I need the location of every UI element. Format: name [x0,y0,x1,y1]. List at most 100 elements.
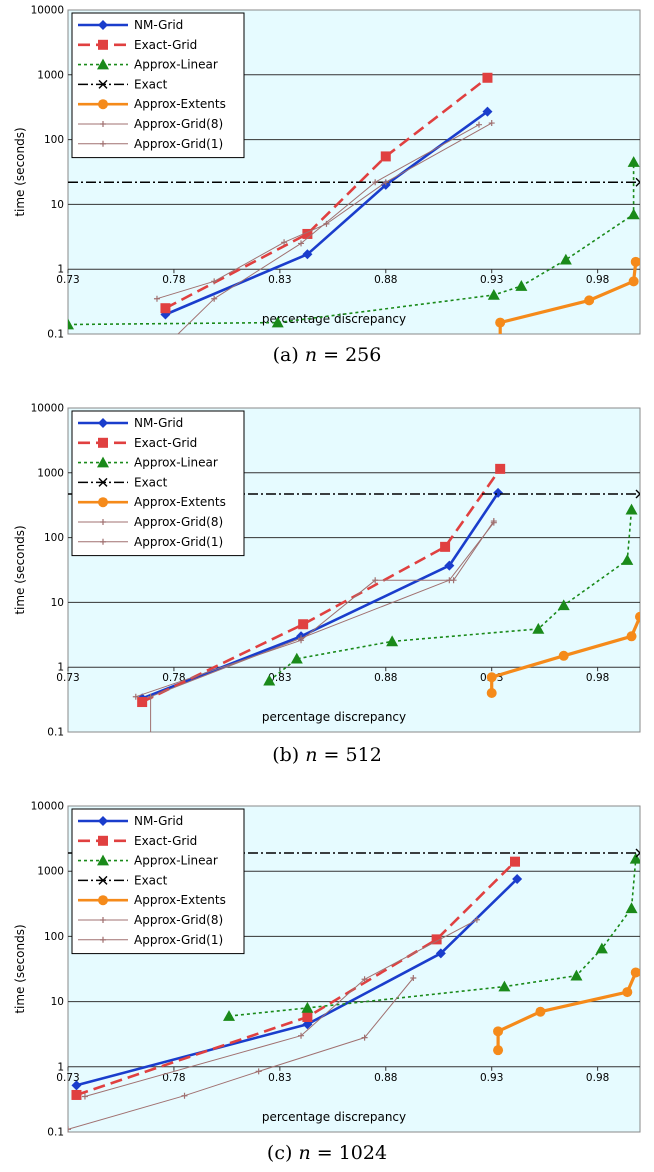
data-point-approx-grid-8 [372,577,379,584]
legend-marker-approx-grid-1 [100,538,106,545]
data-point-approx-linear [625,902,638,914]
legend-marker-exact [98,477,108,487]
data-point-approx-grid-1 [68,1126,71,1132]
x-tick-label: 0.73 [56,672,79,684]
y-tick-label: 10 [51,996,64,1008]
data-point-nm-grid [71,1080,82,1091]
data-point-approx-linear [487,288,500,300]
legend-marker-nm-grid [98,20,108,30]
data-point-nm-grid [482,106,493,117]
data-point-approx-linear [595,942,608,954]
y-tick-label: 1000 [37,69,64,81]
x-tick-label: 0.88 [374,274,397,286]
data-point-nm-grid [493,487,504,498]
data-point-exact-grid [495,463,506,474]
data-point-approx-grid-1 [298,635,305,642]
x-tick-label: 0.73 [56,1072,79,1084]
y-tick-label: 0.1 [47,329,64,341]
legend-label-approx-extents: Approx-Extents [134,893,226,907]
data-point-approx-extents [493,1026,504,1037]
data-point-approx-linear [386,635,399,647]
caption-a-value: 256 [345,344,382,366]
data-point-exact-grid [431,934,442,945]
legend-box [71,12,245,159]
data-point-approx-grid-8 [488,120,495,127]
x-tick-label: 0.83 [268,274,291,286]
y-tick-label: 1 [57,264,64,276]
data-point-approx-grid-1 [361,1034,368,1041]
legend: NM-Grid Exact-Grid Approx-Linear Exact Appro… [71,410,245,557]
data-point-approx-linear [570,969,583,981]
legend: NM-Grid Exact-Grid Approx-Linear Exact Appro… [71,808,245,955]
legend-marker-approx-extents [98,497,108,508]
data-point-approx-extents [584,295,595,306]
legend-label-exact-grid: Exact-Grid [134,436,197,450]
y-tick-label: 1000 [37,866,64,878]
data-point-approx-linear [532,622,545,634]
legend-label-exact-grid: Exact-Grid [134,38,197,52]
legend-label-approx-grid-8: Approx-Grid(8) [134,117,223,131]
data-point-approx-linear [627,156,640,167]
data-point-approx-grid-8 [382,179,389,186]
data-point-approx-extents [630,967,640,978]
legend-label-nm-grid: NM-Grid [134,18,183,32]
data-point-nm-grid [512,873,523,884]
data-point-approx-linear [290,652,303,664]
y-tick-label: 10000 [31,5,64,17]
y-tick-label: 10 [51,199,64,211]
data-point-approx-grid-1 [148,735,154,738]
y-tick-label: 1 [57,662,64,674]
caption-c-value: 1024 [338,1142,388,1164]
data-point-exact-grid [440,541,451,552]
chart-b: 0.11101001000100000.730.780.830.880.930.… [13,403,641,739]
caption-b: (b) n = 512 [272,744,382,766]
data-point-approx-grid-1 [490,519,497,526]
data-point-approx-linear [223,1010,236,1021]
legend-label-exact: Exact [134,475,168,489]
data-point-approx-extents [628,276,639,287]
legend-marker-approx-grid-1 [100,140,106,147]
legend-marker-exact-grid [98,835,108,846]
data-point-approx-linear [515,280,528,291]
x-tick-label: 0.93 [480,274,503,286]
legend-label-exact: Exact [134,77,168,91]
data-point-approx-linear [263,674,276,686]
y-axis-title: time (seconds) [13,525,27,614]
y-tick-label: 0.1 [47,727,64,739]
data-point-exact-grid [160,303,171,314]
chart-panel-a: 0.1 1 10 100 1000 10000 0.73 0.78 0.83 0.88 0.93 0.… [0,0,654,378]
series-line-nm-grid [76,878,519,1087]
data-point-exact-grid [71,1089,82,1100]
caption-a: (a) n = 256 [272,344,382,366]
legend-label-approx-linear: Approx-Linear [134,854,218,868]
data-point-approx-linear [621,554,634,565]
x-tick-label: 0.98 [586,274,609,286]
y-tick-label: 10 [51,597,64,609]
data-point-approx-linear [498,980,511,992]
caption-c-prefix: (c) [266,1142,293,1164]
data-point-approx-grid-1 [211,295,218,302]
data-point-approx-grid-1 [255,1068,262,1075]
caption-a-prefix: (a) [272,344,299,366]
x-tick-label: 0.73 [56,274,79,286]
data-point-exact-grid [302,1012,313,1023]
y-tick-label: 100 [44,532,64,544]
x-tick-label: 0.78 [162,1072,185,1084]
chart-panel-c: 0.1 1 10 100 1000 10000 0.73 0.78 0.83 0.88 0.93 0.… [0,796,654,1172]
legend-label-approx-extents: Approx-Extents [134,495,226,509]
data-point-exact-grid [380,151,391,162]
data-point-approx-grid-8 [473,916,480,923]
data-point-nm-grid [302,249,313,260]
data-point-approx-grid-8 [361,976,368,983]
data-point-approx-linear [68,318,74,330]
legend-label-approx-extents: Approx-Extents [134,97,226,111]
legend-label-exact-grid: Exact-Grid [134,834,197,848]
legend-label-nm-grid: NM-Grid [134,814,183,828]
chart-c: 0.1 1 10 100 1000 10000 0.73 0.78 0.83 0.88 0.93 0.… [13,801,641,1138]
data-point-approx-grid-1 [298,240,305,247]
data-point-approx-extents [486,687,497,698]
legend: NM-Grid Exact-Grid Approx-Linear Exact Appro… [71,12,245,159]
chart-a: 0.1 1 10 100 1000 10000 0.73 0.78 0.83 0.88 0.93 0.… [13,5,641,341]
legend-marker-exact [98,875,108,885]
data-point-approx-linear [627,208,640,220]
